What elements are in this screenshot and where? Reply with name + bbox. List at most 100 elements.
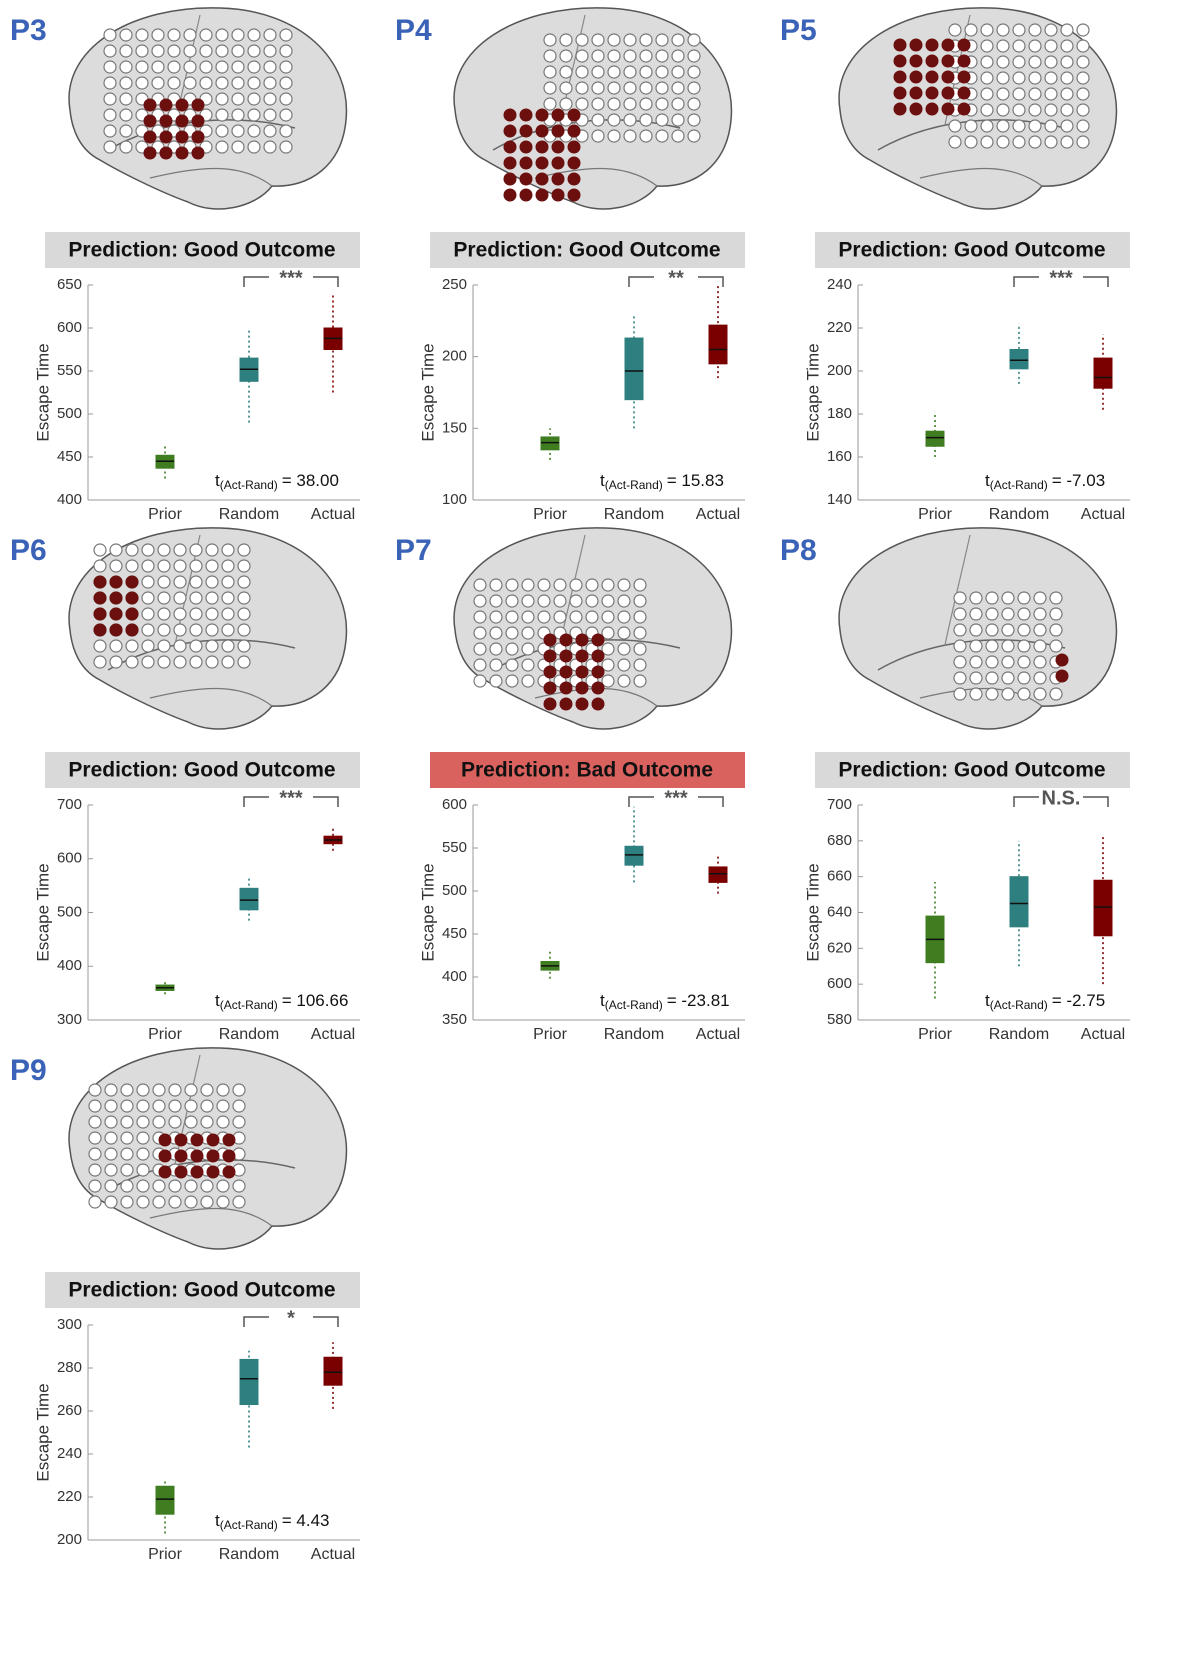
active-electrode bbox=[958, 55, 971, 68]
electrode bbox=[121, 1132, 133, 1144]
electrode bbox=[137, 1164, 149, 1176]
electrode bbox=[169, 1100, 181, 1112]
active-electrode bbox=[926, 39, 939, 52]
electrode bbox=[672, 130, 684, 142]
x-tick-label: Actual bbox=[696, 1026, 740, 1043]
electrode bbox=[137, 1148, 149, 1160]
electrode bbox=[1013, 120, 1025, 132]
electrode bbox=[981, 136, 993, 148]
electrode bbox=[986, 688, 998, 700]
electrode bbox=[1013, 104, 1025, 116]
electrode bbox=[1077, 104, 1089, 116]
electrode bbox=[216, 77, 228, 89]
electrode bbox=[506, 627, 518, 639]
electrode bbox=[238, 592, 250, 604]
active-electrode bbox=[592, 650, 605, 663]
y-tick-label: 240 bbox=[827, 276, 852, 293]
active-electrode bbox=[159, 1134, 172, 1147]
active-electrode bbox=[223, 1166, 236, 1179]
electrode bbox=[634, 579, 646, 591]
active-electrode bbox=[110, 608, 123, 621]
electrode bbox=[618, 643, 630, 655]
electrode bbox=[216, 29, 228, 41]
electrode bbox=[981, 104, 993, 116]
electrode bbox=[624, 50, 636, 62]
active-electrode bbox=[560, 682, 573, 695]
electrode bbox=[206, 560, 218, 572]
electrode bbox=[152, 77, 164, 89]
y-tick-label: 400 bbox=[57, 491, 82, 508]
panel: P3Prediction: Good OutcomeEscape Time400… bbox=[10, 8, 360, 523]
electrode bbox=[238, 560, 250, 572]
electrode bbox=[1029, 104, 1041, 116]
electrode bbox=[560, 34, 572, 46]
active-electrode bbox=[552, 125, 565, 138]
electrode bbox=[688, 82, 700, 94]
electrode bbox=[217, 1196, 229, 1208]
active-electrode bbox=[568, 173, 581, 186]
active-electrode bbox=[144, 147, 157, 160]
electrode bbox=[201, 1116, 213, 1128]
electrode bbox=[618, 659, 630, 671]
electrode bbox=[158, 560, 170, 572]
electrode bbox=[490, 579, 502, 591]
electrode bbox=[217, 1180, 229, 1192]
electrode bbox=[264, 77, 276, 89]
electrode bbox=[656, 66, 668, 78]
electrode bbox=[222, 656, 234, 668]
active-electrode bbox=[520, 109, 533, 122]
electrode bbox=[136, 61, 148, 73]
electrode bbox=[688, 66, 700, 78]
stat-subscript: (Act-Rand) bbox=[990, 998, 1048, 1012]
panel-title: P4 bbox=[395, 14, 432, 47]
electrode bbox=[1029, 72, 1041, 84]
significance-label: *** bbox=[1049, 267, 1073, 289]
active-electrode bbox=[520, 125, 533, 138]
active-electrode bbox=[592, 634, 605, 647]
active-electrode bbox=[192, 115, 205, 128]
electrode bbox=[970, 608, 982, 620]
stat-subscript: (Act-Rand) bbox=[990, 478, 1048, 492]
electrode bbox=[970, 640, 982, 652]
x-tick-label: Actual bbox=[696, 506, 740, 523]
box bbox=[1010, 350, 1028, 369]
electrode bbox=[640, 114, 652, 126]
box bbox=[156, 1486, 174, 1514]
active-electrode bbox=[126, 592, 139, 605]
y-tick-label: 400 bbox=[57, 957, 82, 974]
electrode bbox=[105, 1164, 117, 1176]
active-electrode bbox=[175, 1150, 188, 1163]
electrode bbox=[200, 29, 212, 41]
electrode bbox=[949, 24, 961, 36]
electrode bbox=[1077, 88, 1089, 100]
electrode bbox=[474, 595, 486, 607]
active-electrode bbox=[536, 173, 549, 186]
electrode bbox=[608, 98, 620, 110]
electrode bbox=[506, 643, 518, 655]
electrode bbox=[560, 98, 572, 110]
electrode bbox=[474, 579, 486, 591]
active-electrode bbox=[520, 173, 533, 186]
electrode bbox=[1077, 72, 1089, 84]
active-electrode bbox=[144, 99, 157, 112]
box bbox=[709, 867, 727, 882]
active-electrode bbox=[110, 592, 123, 605]
electrode bbox=[1061, 120, 1073, 132]
electrode bbox=[608, 130, 620, 142]
electrode bbox=[1013, 136, 1025, 148]
electrode bbox=[216, 93, 228, 105]
electrode bbox=[280, 141, 292, 153]
active-electrode bbox=[126, 576, 139, 589]
electrode bbox=[1018, 688, 1030, 700]
active-electrode bbox=[592, 698, 605, 711]
electrode bbox=[104, 61, 116, 73]
active-electrode bbox=[144, 131, 157, 144]
significance-label: *** bbox=[664, 787, 688, 809]
electrode bbox=[120, 125, 132, 137]
electrode bbox=[1061, 56, 1073, 68]
electrode bbox=[618, 675, 630, 687]
box bbox=[1094, 358, 1112, 388]
electrode bbox=[1050, 592, 1062, 604]
electrode bbox=[544, 50, 556, 62]
electrode bbox=[1029, 120, 1041, 132]
